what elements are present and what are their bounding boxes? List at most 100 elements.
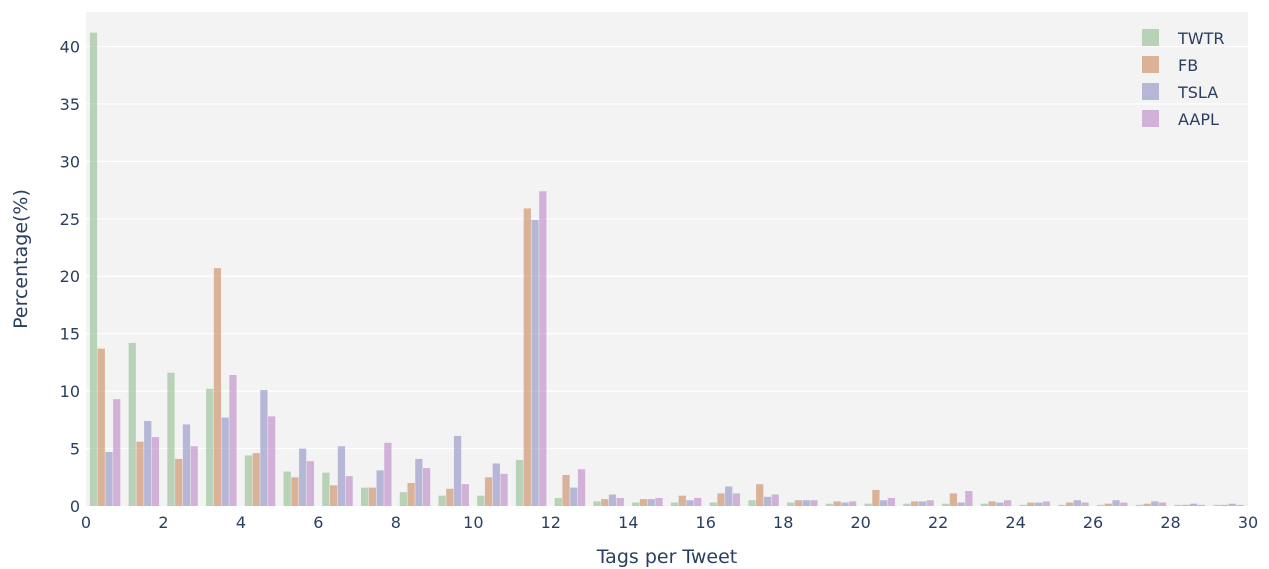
bar-aapl-28 [1197,504,1205,506]
bar-fb-16 [717,493,725,506]
bar-aapl-26 [1120,502,1128,506]
bar-tsla-11 [531,219,539,507]
x-tick-labels: 0 2 4 6 8 10 12 14 16 18 20 22 24 26 28 30 [81,513,1258,532]
bar-tsla-19 [841,502,849,506]
bar-aapl-7 [384,442,392,506]
bar-fb-3 [213,268,222,506]
bar-tsla-27 [1151,501,1159,506]
bar-twtr-22 [942,503,950,506]
bar-tsla-5 [299,448,307,506]
bar-fb-29 [1220,504,1229,506]
bar-aapl-25 [1081,502,1089,506]
bar-aapl-0 [113,399,121,506]
bar-aapl-11 [539,191,547,506]
legend-swatch-tsla [1142,83,1159,100]
bar-twtr-27 [1135,504,1143,506]
bar-twtr-19 [825,503,834,506]
bar-aapl-27 [1158,502,1167,506]
bar-aapl-3 [229,375,237,506]
bar-fb-24 [1027,502,1035,506]
bar-tsla-18 [802,500,810,506]
y-tick-label-25: 25 [60,210,80,229]
bar-aapl-14 [655,497,663,506]
y-tick-label-35: 35 [60,95,80,114]
bar-fb-0 [97,348,105,506]
x-tick-label-0: 0 [81,513,91,532]
legend-label-aapl: AAPL [1178,110,1219,129]
plot-background [86,12,1248,506]
bar-aapl-12 [577,469,586,506]
bar-twtr-10 [477,495,485,506]
bar-twtr-29 [1213,504,1221,506]
bar-tsla-10 [492,463,500,506]
bar-fb-19 [833,501,841,506]
bar-twtr-23 [980,503,988,506]
bar-twtr-28 [1174,504,1182,506]
bar-tsla-4 [260,389,268,506]
bar-aapl-21 [926,500,934,506]
bar-fb-2 [175,458,183,506]
x-tick-label-8: 8 [391,513,401,532]
bar-twtr-9 [438,495,446,506]
bar-tsla-15 [686,500,694,506]
bar-tsla-0 [105,452,113,506]
bar-twtr-5 [283,471,291,506]
x-tick-label-20: 20 [850,513,870,532]
bar-twtr-8 [399,492,407,506]
y-tick-label-30: 30 [60,152,80,171]
bar-twtr-18 [787,502,795,506]
bar-aapl-10 [500,473,508,506]
bar-fb-25 [1065,502,1074,506]
bar-fb-8 [407,483,415,506]
bar-aapl-2 [190,446,198,506]
bar-twtr-16 [709,502,717,506]
x-axis-title: Tags per Tweet [596,546,738,568]
bar-tsla-7 [376,470,384,506]
bar-aapl-1 [151,437,160,506]
bar-tsla-9 [453,435,462,506]
bar-tsla-12 [570,487,578,506]
bar-fb-9 [446,488,454,506]
bar-twtr-17 [748,500,756,506]
bar-twtr-2 [167,372,175,506]
bar-twtr-3 [206,388,214,506]
bar-twtr-12 [554,497,562,506]
bar-aapl-9 [461,484,469,506]
bar-tsla-3 [221,417,229,506]
y-tick-label-20: 20 [60,267,80,286]
bar-tsla-29 [1228,503,1236,506]
bar-fb-4 [252,453,260,506]
bar-fb-28 [1182,504,1190,506]
bar-fb-26 [1104,503,1112,506]
bar-tsla-28 [1189,503,1198,506]
bar-fb-10 [484,477,493,506]
x-tick-label-30: 30 [1238,513,1258,532]
y-tick-label-10: 10 [60,382,80,401]
bar-tsla-22 [957,502,965,506]
bar-aapl-19 [849,501,857,506]
bar-fb-20 [872,489,880,506]
x-tick-label-10: 10 [463,513,483,532]
bar-twtr-7 [361,487,369,506]
bar-tsla-16 [725,486,733,506]
bar-fb-12 [562,474,570,506]
bar-twtr-15 [670,502,679,506]
bar-twtr-1 [128,342,136,506]
bar-fb-22 [949,493,957,506]
x-tick-label-6: 6 [313,513,323,532]
bar-tsla-8 [415,458,423,506]
x-tick-label-2: 2 [158,513,168,532]
bar-twtr-20 [864,503,872,506]
bar-aapl-29 [1236,504,1244,506]
bar-aapl-4 [268,416,276,506]
bar-twtr-13 [593,501,601,506]
x-tick-label-28: 28 [1160,513,1180,532]
bar-tsla-13 [608,494,617,506]
bar-aapl-22 [965,491,973,506]
y-tick-label-15: 15 [60,325,80,344]
x-tick-label-12: 12 [541,513,561,532]
bar-twtr-26 [1096,504,1105,506]
bar-fb-1 [136,441,144,506]
bars [89,32,1244,507]
